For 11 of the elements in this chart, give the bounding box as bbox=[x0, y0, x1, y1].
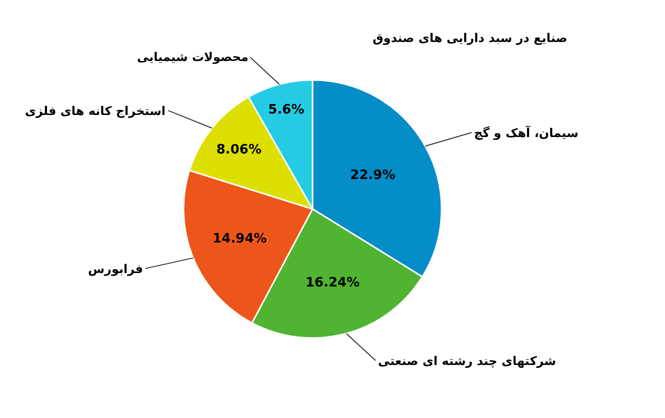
data-label: 22.9% bbox=[350, 168, 396, 183]
slice-label: شرکتهای چند رشته ای صنعتی bbox=[378, 354, 556, 368]
slice-label: فرابورس bbox=[88, 262, 143, 276]
data-label: 8.06% bbox=[216, 142, 262, 158]
data-label: 14.94% bbox=[212, 231, 267, 246]
slice-label: محصولات شیمیایی bbox=[137, 50, 248, 64]
data-label: 5.6% bbox=[268, 102, 304, 118]
chart-title: صنایع در سبد دارایی های صندوق bbox=[372, 30, 568, 45]
slice-label: سیمان، آهک و گچ bbox=[474, 125, 578, 140]
data-label: 16.24% bbox=[305, 275, 360, 290]
slice-label: استخراج کانه های فلزی bbox=[25, 104, 166, 118]
